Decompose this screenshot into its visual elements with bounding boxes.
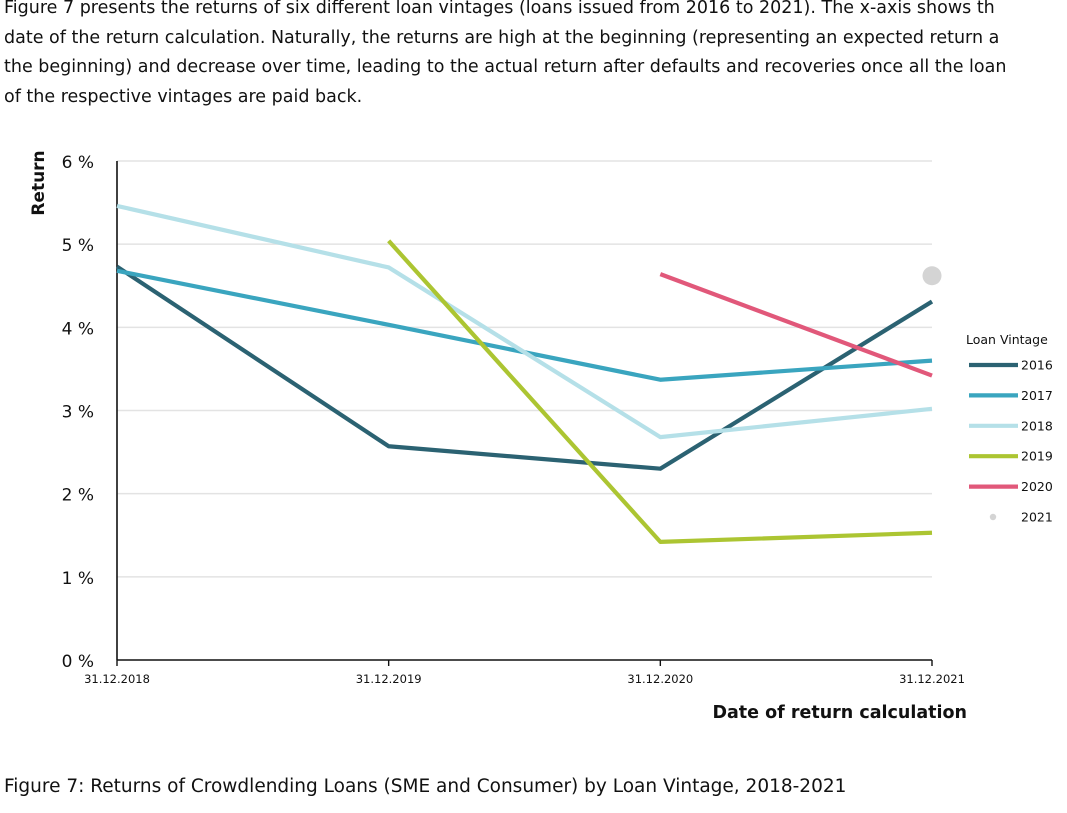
y-tick-label: 1 % (62, 569, 94, 589)
intro-line: the beginning) and decrease over time, l… (4, 57, 1007, 77)
figure-caption: Figure 7: Returns of Crowdlending Loans … (4, 776, 847, 797)
legend-label-2018: 2018 (1021, 418, 1053, 433)
grid-lines (117, 160, 932, 578)
data-point-2021 (922, 266, 942, 286)
intro-paragraph: Figure 7 presents the returns of six dif… (4, 0, 1067, 112)
legend-label-2020: 2020 (1021, 479, 1053, 494)
x-axis-label: Date of return calculation (712, 703, 967, 723)
x-tick-label: 31.12.2018 (84, 672, 150, 686)
series-line-2020 (659, 272, 933, 378)
series-line-2017 (116, 268, 933, 382)
y-tick-label: 5 % (62, 236, 94, 256)
legend-swatch-2021 (989, 513, 997, 521)
series-line-2019 (387, 239, 933, 545)
legend-label-2017: 2017 (1021, 388, 1053, 403)
y-axis-label: Return (29, 150, 49, 215)
y-tick-label: 6 % (62, 153, 94, 173)
series-line-2018 (116, 203, 933, 440)
y-tick-labels: 0 % 1 % 2 % 3 % 4 % 5 % 6 % (62, 153, 94, 672)
series-line-2016 (115, 264, 934, 471)
x-tick-label: 31.12.2019 (356, 672, 422, 686)
legend-label-2021: 2021 (1021, 510, 1053, 525)
series-lines (115, 203, 942, 545)
y-tick-label: 0 % (62, 652, 94, 672)
intro-line: Figure 7 presents the returns of six dif… (4, 0, 995, 18)
y-tick-label: 3 % (62, 403, 94, 423)
returns-line-chart: 0 %1 %2 %3 %4 %5 %6 % 31.12.2018 31.12.20… (29, 150, 1053, 723)
x-tick-labels: 31.12.2018 31.12.2019 31.12.2020 31.12.2021 (84, 672, 965, 686)
intro-line: of the respective vintages are paid back… (4, 86, 363, 107)
axes (116, 161, 933, 666)
x-tick-label: 31.12.2020 (627, 672, 693, 686)
y-tick-label: 4 % (62, 319, 94, 339)
legend-label-2016: 2016 (1021, 358, 1053, 373)
legend: Loan Vintage 2016 2017 2018 2019 2020 2021 (966, 332, 1053, 525)
legend-label-2019: 2019 (1021, 449, 1053, 464)
intro-line: date of the return calculation. Naturall… (4, 27, 1000, 48)
legend-title: Loan Vintage (966, 332, 1048, 347)
y-tick-label: 2 % (62, 486, 94, 506)
x-tick-label: 31.12.2021 (899, 672, 965, 686)
